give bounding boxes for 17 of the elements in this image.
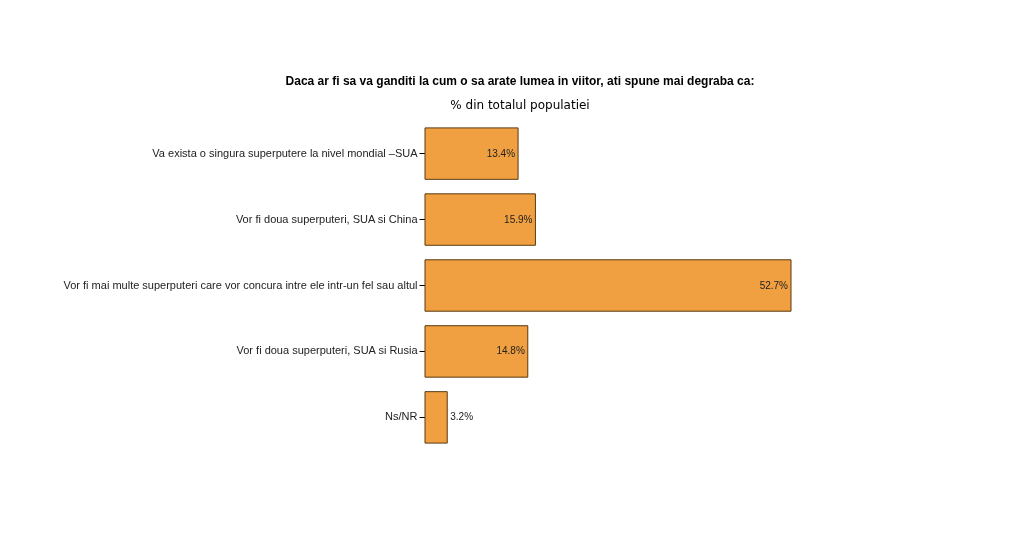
data-label: 15.9% bbox=[504, 213, 533, 225]
y-tick-label: Va exista o singura superputere la nivel mondial –SUA bbox=[152, 146, 419, 159]
data-label: 3.2% bbox=[450, 411, 474, 423]
y-tick-label: Vor fi mai multe superputeri care vor concura intre ele intr-un fel sau altul bbox=[63, 278, 418, 291]
data-label: 14.8% bbox=[496, 345, 525, 357]
bar bbox=[424, 391, 448, 444]
bar bbox=[424, 193, 536, 246]
chart-title: Daca ar fi sa va ganditi la cum o sa arate lumea in viitor, ati spune mai degraba ca: bbox=[285, 74, 755, 88]
y-tick-label: Vor fi doua superputeri, SUA si China bbox=[235, 212, 419, 225]
chart-subtitle: % din totalul populatiei bbox=[450, 98, 590, 112]
bar bbox=[424, 325, 529, 378]
y-tick-label: Vor fi doua superputeri, SUA si Rusia bbox=[236, 344, 419, 357]
data-label: 13.4% bbox=[486, 147, 516, 159]
y-tick-label: Ns/NR bbox=[385, 410, 418, 423]
data-label: 52.7% bbox=[759, 279, 789, 291]
bar bbox=[424, 259, 792, 312]
bar bbox=[424, 127, 519, 180]
